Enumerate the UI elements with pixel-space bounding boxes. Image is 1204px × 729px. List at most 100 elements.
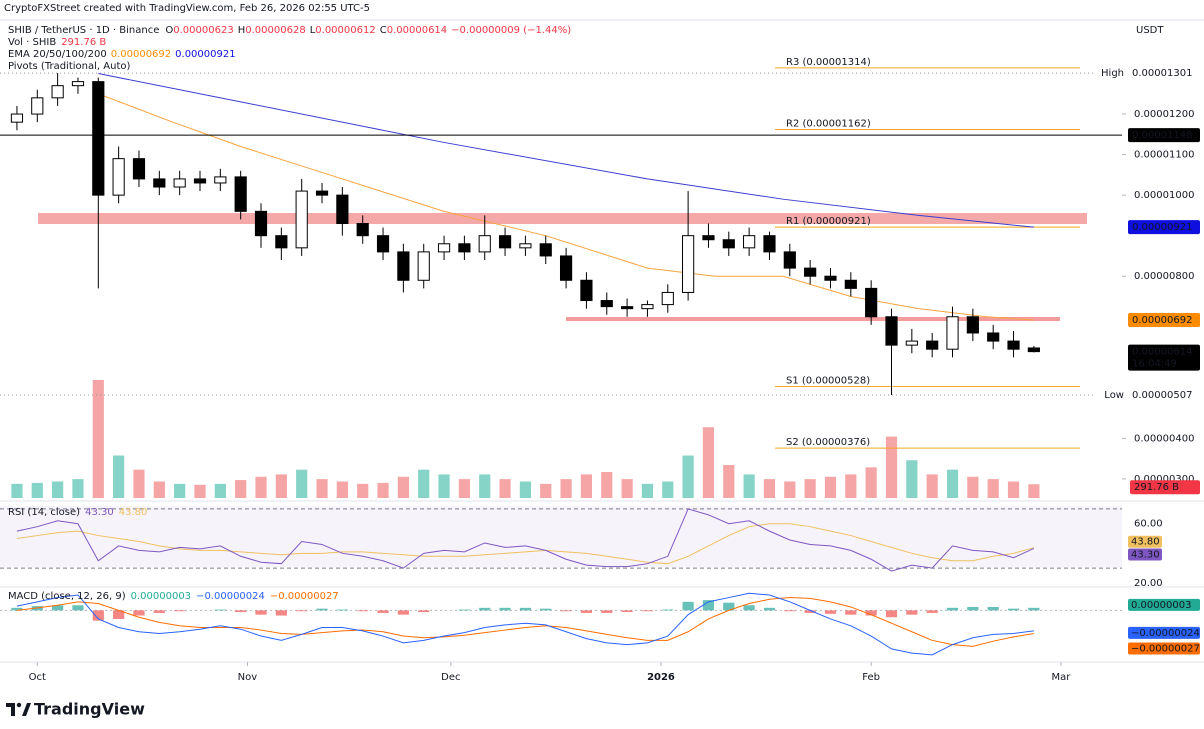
macd-hist-bar <box>946 607 959 611</box>
pivot-label: R2 (0.00001162) <box>786 118 871 129</box>
volume-bar <box>987 479 999 498</box>
candle-body <box>885 316 898 346</box>
volume-bar <box>763 479 776 498</box>
volume-bar <box>885 436 898 498</box>
candle-body <box>214 176 227 184</box>
macd-hist-bar <box>641 610 654 612</box>
candle-body <box>559 255 573 281</box>
rsi-tick-label: 20.00 <box>1134 578 1163 589</box>
volume-bar <box>1007 481 1020 498</box>
volume-bar <box>845 474 857 498</box>
volume-bar <box>519 481 532 498</box>
macd-hist-bar <box>845 610 857 615</box>
candle-body <box>804 267 817 277</box>
volume-bar <box>580 474 593 498</box>
volume-bar <box>397 476 409 498</box>
macd-hist-bar <box>824 610 837 614</box>
legend-label: MACD (close, 12, 26, 9) <box>8 591 126 602</box>
candle-body <box>824 275 837 281</box>
candle-body <box>498 235 512 249</box>
macd-hist-bar <box>702 600 715 611</box>
macd-hist-bar <box>682 601 694 611</box>
candle-body <box>254 210 268 237</box>
candle-body <box>519 243 532 249</box>
volume-bar <box>641 483 654 498</box>
currency: USDT <box>1136 25 1164 36</box>
volume-bar <box>967 476 979 498</box>
macd-hist-bar <box>296 610 308 612</box>
volume-bar <box>479 474 491 498</box>
pivots-legend: Pivots (Traditional, Auto) <box>8 61 130 72</box>
volume-bar <box>153 481 165 498</box>
volume-bar <box>702 427 715 498</box>
macd-tag <box>1128 626 1200 639</box>
candle-body <box>458 243 471 253</box>
macd-hist-bar <box>763 607 776 611</box>
volume-bar <box>113 455 125 498</box>
macd-hist-bar <box>11 607 23 611</box>
macd-hist-bar <box>723 602 735 611</box>
resistance-zone <box>38 213 1087 224</box>
volume-bar <box>682 455 694 498</box>
rsi-tag <box>1128 535 1162 548</box>
volume-bar <box>11 483 23 498</box>
volume-bar <box>743 474 755 498</box>
price-tag <box>1128 388 1200 402</box>
candle-body <box>356 223 369 237</box>
candle-body <box>315 190 329 196</box>
volume-bar <box>336 481 348 498</box>
macd-hist-bar <box>784 610 796 612</box>
volume-bar <box>174 483 186 498</box>
macd-tag-label: −0.00000027 <box>1131 643 1200 654</box>
ohlc-value: 0.00000628 <box>245 25 305 36</box>
legend-value: 43.30 <box>85 507 114 518</box>
pivot-label: S1 (0.00000528) <box>786 375 870 386</box>
legend-label: Vol · SHIB <box>8 37 56 48</box>
macd-hist-bar <box>967 606 979 611</box>
volume-bar <box>275 474 287 498</box>
legend-value: 0.00000692 <box>111 49 171 60</box>
macd-hist-bar <box>174 610 186 612</box>
legend-value: −0.00000024 <box>196 591 265 602</box>
rsi-tag-label: 43.80 <box>1131 537 1160 548</box>
candle-body <box>10 113 24 123</box>
macd-hist-bar <box>885 610 898 618</box>
candle-body <box>31 97 44 115</box>
macd-legend: MACD (close, 12, 26, 9) 0.00000003 −0.0000… <box>8 591 339 602</box>
volume-bar <box>194 484 206 498</box>
x-tick-label: Feb <box>862 672 880 683</box>
change: −0.00000009 (−1.44%) <box>451 25 571 36</box>
macd-hist-bar <box>72 605 84 611</box>
candle-body <box>193 178 207 184</box>
candle-body <box>1027 347 1040 353</box>
volume-bar <box>31 482 43 498</box>
candle-body <box>1007 340 1020 350</box>
macd-hist-bar <box>235 610 247 613</box>
rsi-legend: RSI (14, close) 43.30 43.80 <box>8 507 147 518</box>
macd-hist-bar <box>113 610 125 619</box>
brand-name: TradingView <box>34 700 145 719</box>
plot-layer: Oct Nov Dec 2026 Feb Mar 0.00001200 0.00001100 0… <box>0 57 1200 683</box>
price-tag <box>1128 66 1200 81</box>
price-tag-label: 0.00000921 <box>1132 222 1192 233</box>
candle-body <box>336 194 349 225</box>
macd-hist-bar <box>1028 607 1040 611</box>
price-tag-sub: 16:04:49 <box>1132 359 1177 370</box>
candle-body <box>926 340 939 350</box>
ema-line <box>98 93 1034 321</box>
price-tag-label: 0.00000507 <box>1132 390 1192 401</box>
support-zone <box>566 317 1060 321</box>
candle-body <box>295 190 308 249</box>
candle-body <box>71 81 85 87</box>
y-tick-label: 0.00001200 <box>1134 109 1194 120</box>
candle-body <box>51 85 64 99</box>
symbol: SHIB / TetherUS · 1D · Binance <box>8 25 159 36</box>
price-tag-label: 0.00000614 <box>1132 347 1192 358</box>
volume-bar <box>458 479 470 498</box>
macd-hist-bar <box>377 610 389 613</box>
volume-bar <box>946 469 959 498</box>
pivot-label: S2 (0.00000376) <box>786 437 870 448</box>
volume-tag <box>1130 480 1200 495</box>
